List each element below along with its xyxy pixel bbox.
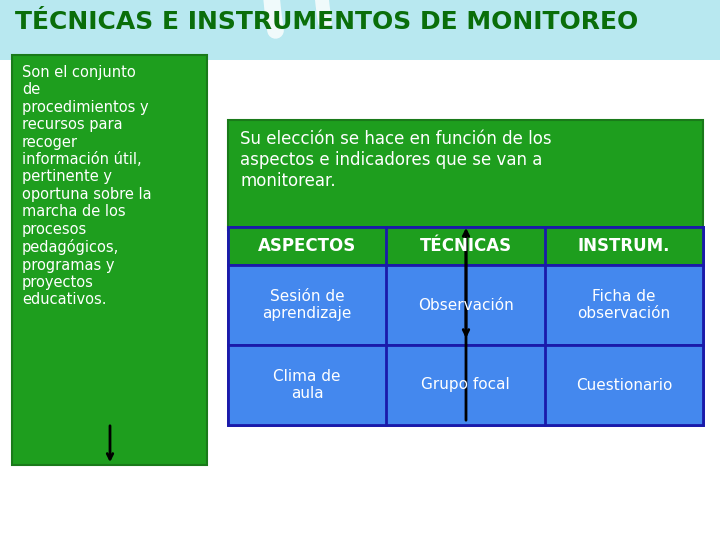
Text: INSTRUM.: INSTRUM. xyxy=(577,237,670,255)
Text: TÉCNICAS E INSTRUMENTOS DE MONITOREO: TÉCNICAS E INSTRUMENTOS DE MONITOREO xyxy=(15,10,638,34)
FancyBboxPatch shape xyxy=(228,265,703,345)
Text: Clima de
aula: Clima de aula xyxy=(274,369,341,401)
FancyBboxPatch shape xyxy=(12,55,207,465)
Text: ASPECTOS: ASPECTOS xyxy=(258,237,356,255)
Text: Sesión de
aprendizaje: Sesión de aprendizaje xyxy=(263,289,352,321)
Text: Cuestionario: Cuestionario xyxy=(576,377,672,393)
Text: Grupo focal: Grupo focal xyxy=(421,377,510,393)
Text: Observación: Observación xyxy=(418,298,513,313)
FancyBboxPatch shape xyxy=(228,227,703,265)
Text: Su elección se hace en función de los
aspectos e indicadores que se van a
monito: Su elección se hace en función de los as… xyxy=(240,130,552,190)
FancyBboxPatch shape xyxy=(0,0,720,80)
FancyBboxPatch shape xyxy=(228,345,703,425)
Text: Son el conjunto
de
procedimientos y
recursos para
recoger
información útil,
pert: Son el conjunto de procedimientos y recu… xyxy=(22,65,152,307)
FancyBboxPatch shape xyxy=(0,60,720,540)
Text: Ficha de
observación: Ficha de observación xyxy=(577,289,670,321)
Text: TÉCNICAS: TÉCNICAS xyxy=(420,237,512,255)
FancyBboxPatch shape xyxy=(228,120,703,230)
